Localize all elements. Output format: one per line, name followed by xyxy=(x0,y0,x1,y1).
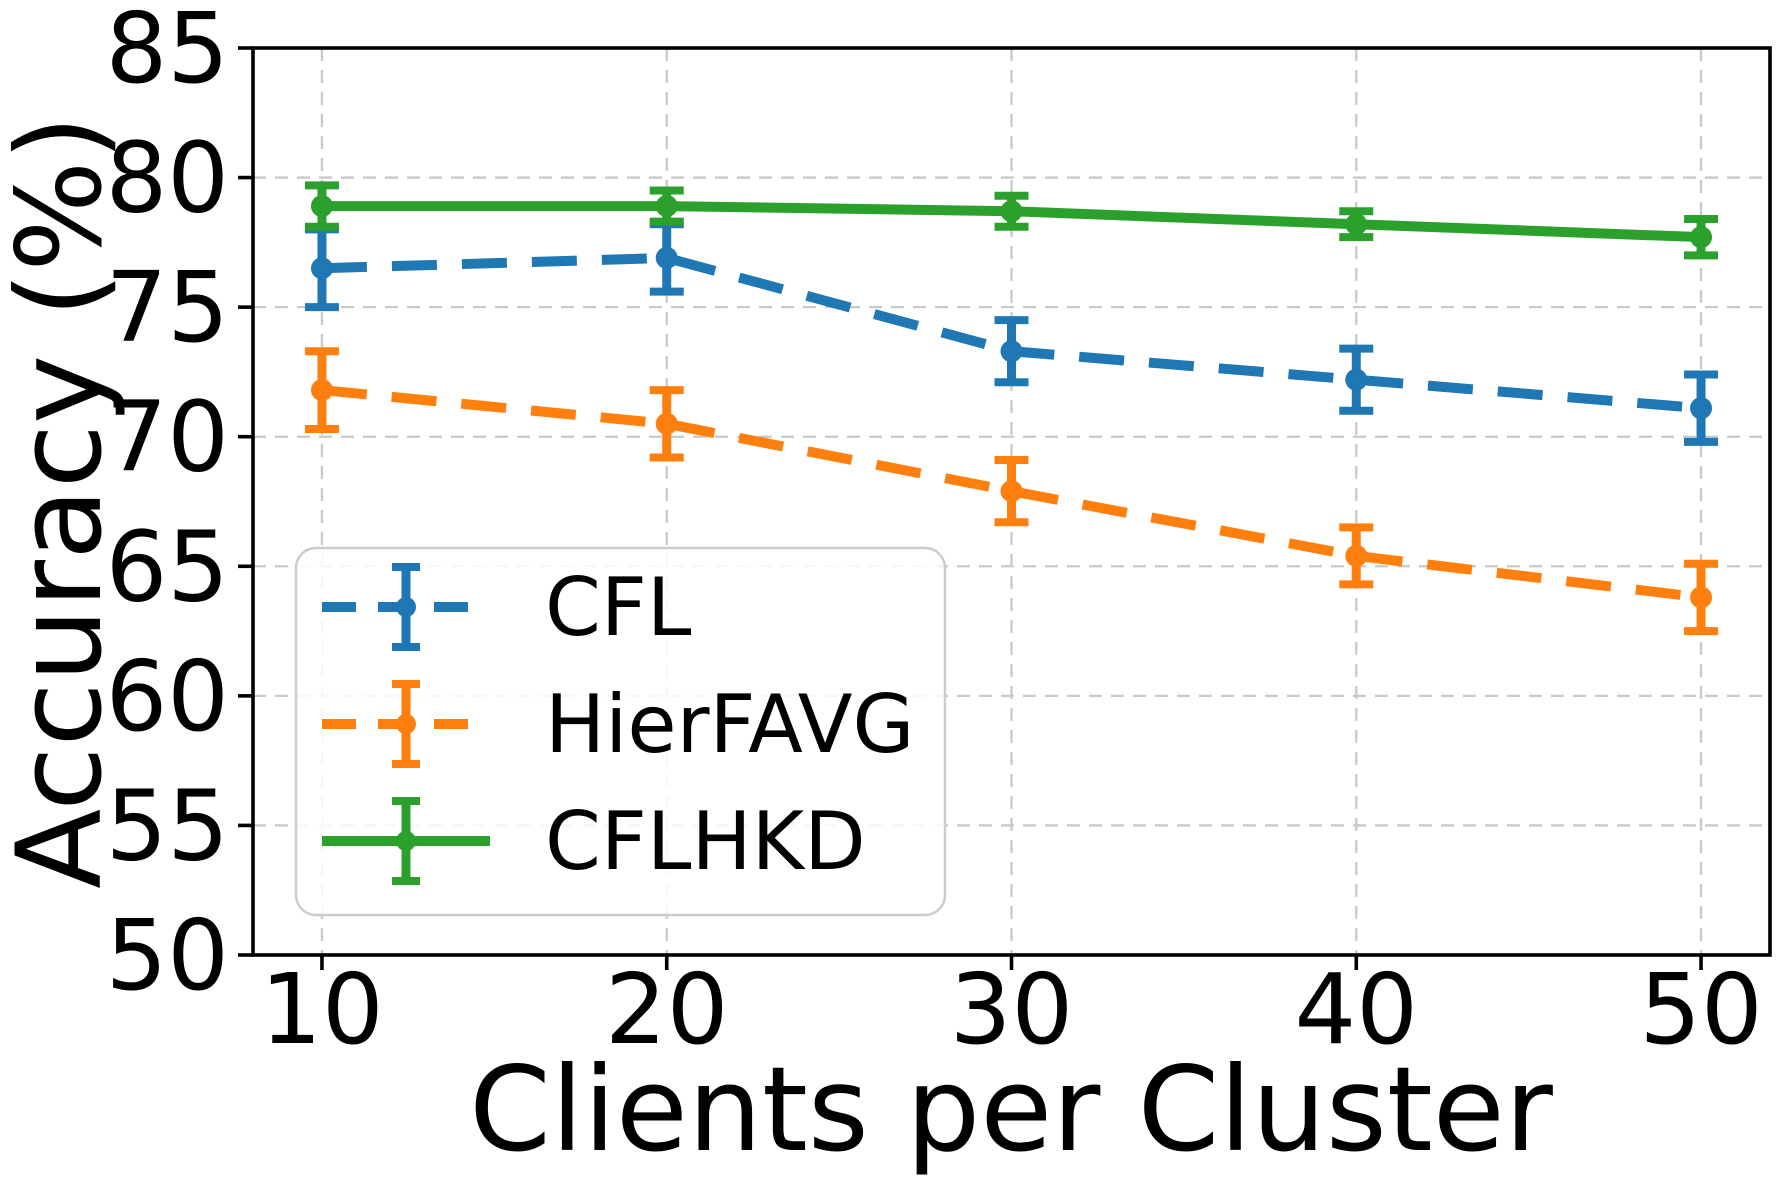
data-point-marker xyxy=(1690,397,1713,420)
x-tick-label: 40 xyxy=(1295,953,1418,1066)
legend: CFL HierFAVG CFLHKD xyxy=(294,546,947,917)
y-tick-label: 50 xyxy=(106,899,229,1012)
data-point-marker xyxy=(655,195,678,218)
y-axis-label: Accuracy (%) xyxy=(0,115,128,889)
data-point-marker xyxy=(1345,544,1368,567)
y-tick-label: 80 xyxy=(106,122,229,235)
legend-label-hierfavg: HierFAVG xyxy=(545,678,915,771)
x-tick-label: 30 xyxy=(950,953,1073,1066)
data-series xyxy=(304,181,1719,636)
data-point-marker xyxy=(310,379,333,402)
data-point-marker xyxy=(1345,213,1368,236)
legend-sample-marker xyxy=(396,597,416,617)
legend-sample-hierfavg xyxy=(322,680,490,768)
legend-sample-marker xyxy=(396,714,416,734)
y-tick-label: 65 xyxy=(106,510,229,623)
data-point-marker xyxy=(1690,226,1713,249)
series-hierfavg xyxy=(304,347,1719,636)
data-point-marker xyxy=(1000,480,1023,503)
data-point-marker xyxy=(310,195,333,218)
y-tick-label: 70 xyxy=(106,381,229,494)
data-point-marker xyxy=(1690,586,1713,609)
axis-ticks xyxy=(238,46,1703,970)
data-point-marker xyxy=(655,412,678,435)
series-line xyxy=(321,385,1702,603)
x-tick-label: 10 xyxy=(260,953,383,1066)
y-tick-label: 55 xyxy=(106,769,229,882)
data-point-marker xyxy=(1345,368,1368,391)
legend-sample-glyphs xyxy=(322,563,490,885)
legend-sample-cfl xyxy=(322,563,490,651)
y-tick-label: 85 xyxy=(106,0,229,105)
y-tick-label: 75 xyxy=(106,251,229,364)
x-tick-label: 20 xyxy=(605,953,728,1066)
data-point-marker xyxy=(655,246,678,269)
data-point-marker xyxy=(1000,340,1023,363)
legend-label-cfl: CFL xyxy=(545,561,692,654)
data-point-marker xyxy=(1000,200,1023,223)
data-point-marker xyxy=(310,257,333,280)
y-tick-label: 60 xyxy=(106,640,229,753)
tick-labels: 10 20 30 40 50 50 55 60 65 70 75 80 85 xyxy=(106,0,1763,1066)
x-tick-label: 50 xyxy=(1639,953,1762,1066)
legend-label-cflhkd: CFLHKD xyxy=(545,795,866,888)
legend-box xyxy=(294,546,947,917)
legend-sample-marker xyxy=(396,831,416,851)
series-cflhkd xyxy=(304,181,1719,260)
x-axis-label: Clients per Cluster xyxy=(469,1041,1554,1178)
legend-sample-cflhkd xyxy=(322,797,490,885)
